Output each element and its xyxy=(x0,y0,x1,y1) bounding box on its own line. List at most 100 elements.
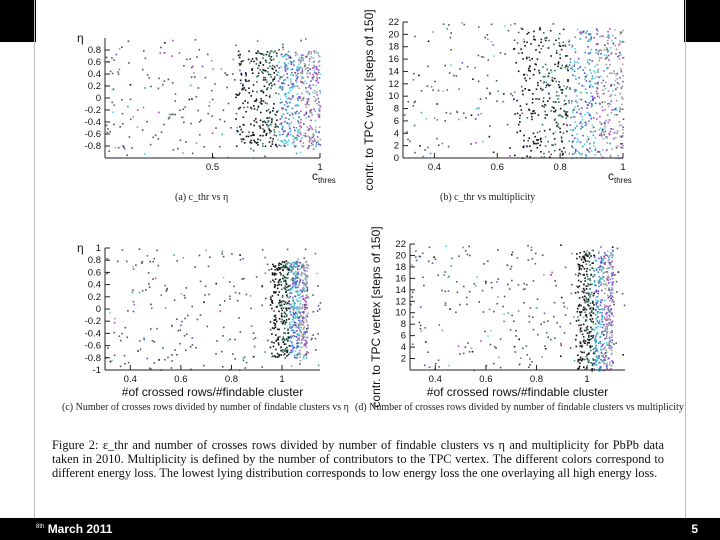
scatter-point xyxy=(588,252,591,254)
scatter-point xyxy=(608,344,610,347)
scatter-point xyxy=(605,56,608,59)
scatter-point xyxy=(290,335,292,338)
scatter-point xyxy=(317,97,320,100)
scatter-point xyxy=(298,283,300,285)
scatter-point xyxy=(560,137,563,140)
scatter-point xyxy=(599,127,602,130)
scatter-point xyxy=(592,336,594,339)
scatter-point xyxy=(560,244,562,246)
scatter-point xyxy=(596,333,599,336)
scatter-point xyxy=(255,57,258,60)
scatter-point xyxy=(544,37,546,40)
scatter-point xyxy=(448,24,450,26)
scatter-point xyxy=(579,33,582,35)
scatter-point xyxy=(583,339,585,342)
scatter-point xyxy=(614,44,616,47)
scatter-point xyxy=(574,106,576,108)
scatter-point xyxy=(274,50,276,52)
scatter-point xyxy=(273,286,276,289)
scatter-point xyxy=(293,263,295,266)
scatter-point xyxy=(523,40,526,43)
scatter-point xyxy=(594,352,596,355)
scatter-point xyxy=(547,336,549,338)
scatter-point xyxy=(580,324,582,326)
scatter-point xyxy=(281,318,283,321)
scatter-point xyxy=(252,72,254,74)
scatter-point xyxy=(319,107,321,109)
scatter-point xyxy=(487,38,489,41)
scatter-point xyxy=(413,101,416,104)
scatter-point xyxy=(534,63,537,65)
scatter-point xyxy=(278,328,280,331)
scatter-point xyxy=(592,312,595,315)
scatter-point xyxy=(260,100,263,102)
scatter-point xyxy=(608,361,611,364)
scatter-point xyxy=(287,289,290,291)
scatter-point xyxy=(590,72,593,74)
scatter-point xyxy=(279,346,282,349)
scatter-point xyxy=(313,108,315,110)
scatter-point xyxy=(295,326,297,329)
scatter-point xyxy=(264,102,267,104)
scatter-point xyxy=(288,123,291,125)
scatter-point xyxy=(579,328,582,331)
scatter-point xyxy=(622,41,625,43)
scatter-point xyxy=(198,121,201,123)
scatter-point xyxy=(580,32,583,35)
scatter-point xyxy=(143,337,145,339)
scatter-point xyxy=(275,348,277,351)
scatter-point xyxy=(610,349,613,352)
scatter-point xyxy=(615,48,618,51)
scatter-point xyxy=(310,119,312,122)
scatter-point xyxy=(538,98,540,100)
scatter-point xyxy=(290,265,292,267)
scatter-point xyxy=(593,77,595,80)
scatter-point xyxy=(296,277,298,279)
scatter-point xyxy=(309,68,311,70)
scatter-point xyxy=(610,365,613,367)
scatter-point xyxy=(575,345,578,348)
scatter-point xyxy=(158,111,160,114)
scatter-point xyxy=(598,322,600,325)
scatter-point xyxy=(597,299,599,302)
scatter-point xyxy=(252,338,255,340)
scatter-point xyxy=(590,130,592,133)
scatter-point xyxy=(598,250,600,253)
scatter-point xyxy=(577,291,579,294)
y-tick-label: 0.2 xyxy=(88,81,101,92)
scatter-point xyxy=(294,129,296,132)
scatter-point xyxy=(295,127,298,129)
scatter-point xyxy=(234,358,236,360)
scatter-point xyxy=(582,145,584,148)
scatter-point xyxy=(601,314,603,317)
scatter-point xyxy=(261,71,263,73)
scatter-point xyxy=(595,269,598,272)
scatter-point xyxy=(569,61,572,63)
scatter-point xyxy=(301,311,304,313)
scatter-point xyxy=(239,254,241,256)
scatter-point xyxy=(595,326,597,329)
scatter-point xyxy=(597,43,599,45)
scatter-point xyxy=(528,315,531,318)
scatter-point xyxy=(230,127,232,129)
scatter-point xyxy=(311,67,314,69)
scatter-point xyxy=(250,60,253,62)
scatter-point xyxy=(119,339,122,342)
scatter-point xyxy=(599,103,601,105)
scatter-point xyxy=(136,126,139,128)
scatter-point xyxy=(285,92,288,95)
scatter-point xyxy=(310,127,312,129)
scatter-point xyxy=(604,252,606,254)
scatter-point xyxy=(593,284,596,286)
scatter-point xyxy=(255,276,258,278)
x-axis-label: #of crossed rows/#findable cluster xyxy=(427,385,608,399)
y-tick-label: 12 xyxy=(395,296,406,307)
scatter-point xyxy=(466,65,469,68)
scatter-point xyxy=(300,59,303,61)
scatter-point xyxy=(283,338,285,341)
scatter-point xyxy=(603,369,606,372)
scatter-point xyxy=(602,79,604,82)
scatter-point xyxy=(282,275,285,277)
scatter-point xyxy=(586,136,589,138)
scatter-point xyxy=(528,89,531,91)
